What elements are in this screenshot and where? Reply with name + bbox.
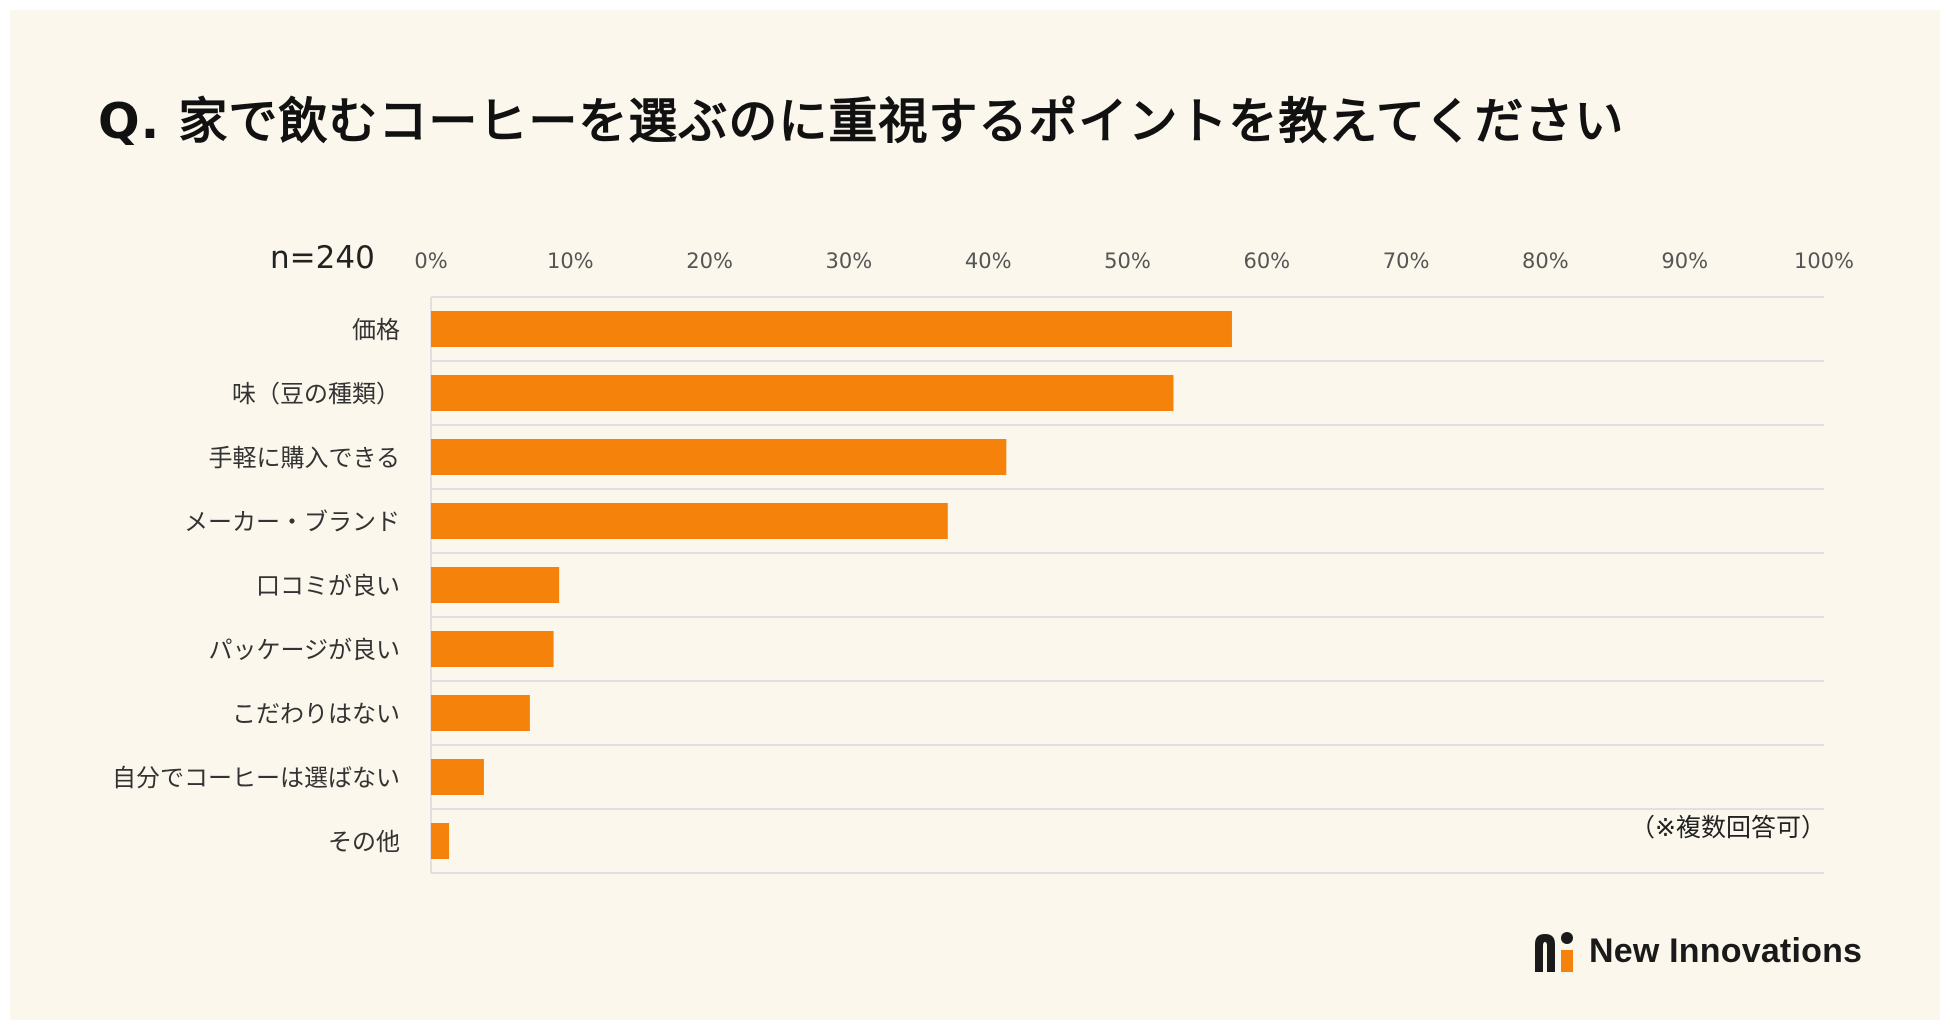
logo-text: New Innovations [1589,931,1863,970]
category-label: その他 [328,828,400,856]
x-tick-label: 70% [1383,249,1430,273]
chart-card [10,10,1940,1020]
bar [431,823,450,859]
x-tick-label: 30% [826,249,873,273]
category-label: 味（豆の種類） [232,380,400,408]
x-tick-label: 80% [1522,249,1569,273]
multiple-answer-note: （※複数回答可） [1630,813,1826,842]
category-label: 自分でコーヒーは選ばない [112,764,400,792]
bar [431,695,530,731]
bar [431,631,554,667]
bar [431,439,1007,475]
x-tick-label: 100% [1794,249,1854,273]
bar [431,311,1232,347]
bar [431,375,1174,411]
x-tick-label: 40% [965,249,1012,273]
x-tick-label: 0% [414,249,447,273]
category-label: 口コミが良い [256,572,400,600]
x-axis-ticks: 0% 10% 20% 30% 40% 50% 60% 70% 80% 90% 100% [414,249,1854,273]
bar [431,567,560,603]
page-title: Q. 家で飲むコーヒーを選ぶのに重視するポイントを教えてください [98,93,1625,150]
category-label: 価格 [352,316,400,344]
brand-logo: New Innovations [1533,930,1862,972]
bars [431,311,1232,859]
x-tick-label: 90% [1661,249,1708,273]
grid-layer [430,296,1824,874]
category-label: パッケージが良い [208,636,400,664]
bar [431,759,484,795]
category-label: メーカー・ブランド [184,508,400,536]
x-tick-label: 10% [547,249,594,273]
x-tick-label: 20% [686,249,733,273]
new-innovations-logo-icon [1535,932,1573,972]
bar [431,503,948,539]
category-labels: 価格味（豆の種類） 手軽に購入できるメーカー・ブランド口コミが良いパッケージが良い… [112,316,400,856]
category-label: こだわりはない [232,700,400,728]
x-tick-label: 60% [1243,249,1290,273]
category-label: 手軽に購入できる [208,444,400,472]
sample-size-label: n=240 [270,240,375,276]
x-tick-label: 50% [1104,249,1151,273]
